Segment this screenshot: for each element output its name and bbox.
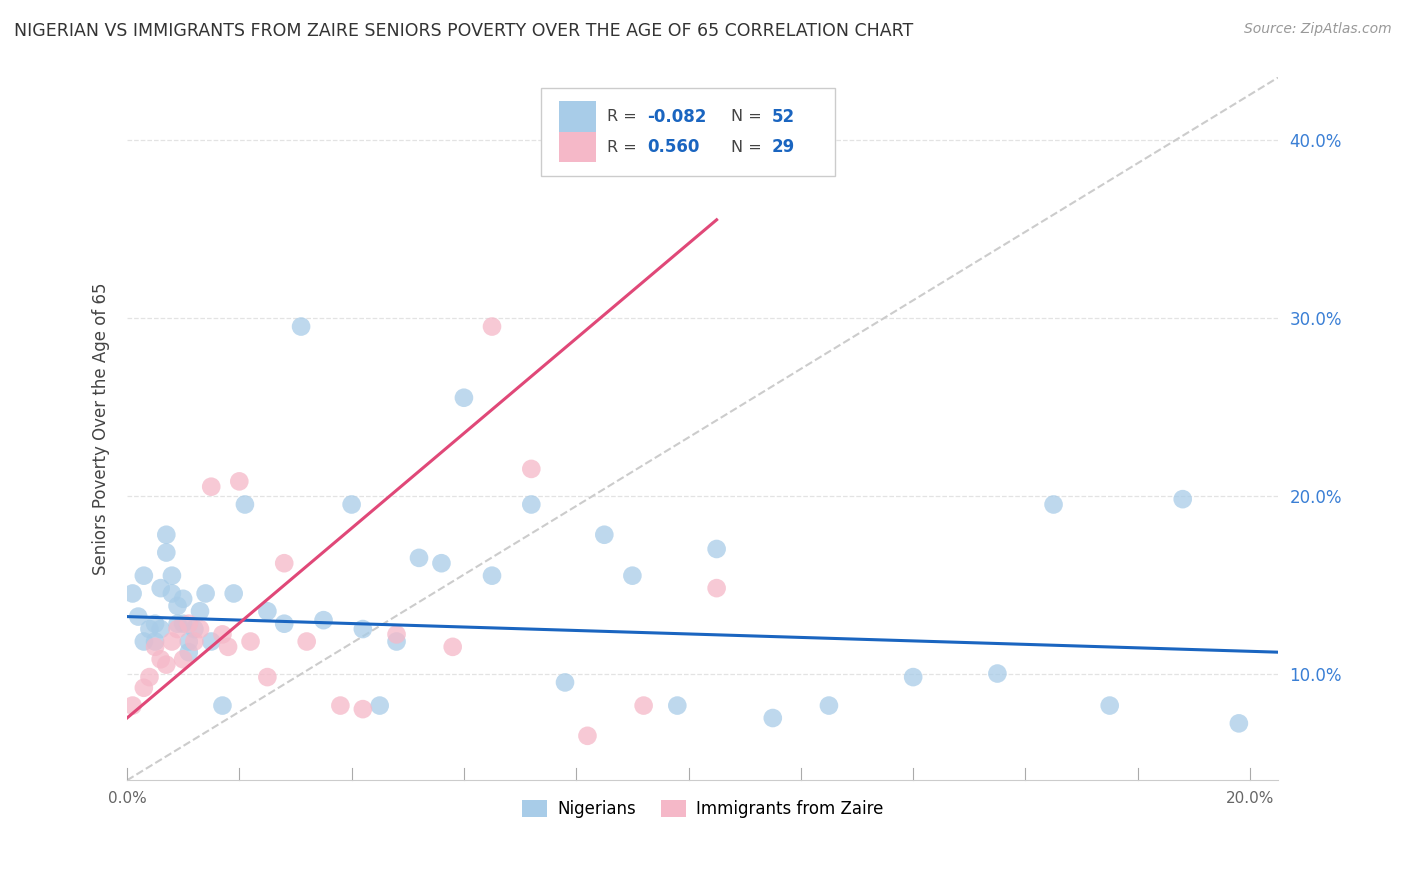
Point bbox=[453, 391, 475, 405]
Point bbox=[132, 634, 155, 648]
Text: NIGERIAN VS IMMIGRANTS FROM ZAIRE SENIORS POVERTY OVER THE AGE OF 65 CORRELATION: NIGERIAN VS IMMIGRANTS FROM ZAIRE SENIOR… bbox=[14, 22, 914, 40]
FancyBboxPatch shape bbox=[558, 102, 596, 132]
Text: 52: 52 bbox=[772, 108, 794, 126]
Point bbox=[273, 616, 295, 631]
Point bbox=[1098, 698, 1121, 713]
Text: N =: N = bbox=[731, 110, 768, 124]
Point bbox=[132, 568, 155, 582]
Text: Source: ZipAtlas.com: Source: ZipAtlas.com bbox=[1244, 22, 1392, 37]
Point bbox=[352, 702, 374, 716]
Point bbox=[593, 527, 616, 541]
Point bbox=[762, 711, 785, 725]
Point bbox=[132, 681, 155, 695]
Point bbox=[155, 545, 177, 559]
Point bbox=[368, 698, 391, 713]
Point bbox=[172, 591, 194, 606]
Point bbox=[160, 634, 183, 648]
Point bbox=[155, 657, 177, 672]
Point bbox=[127, 609, 149, 624]
Point bbox=[290, 319, 312, 334]
Point bbox=[121, 698, 143, 713]
Point bbox=[166, 599, 188, 613]
Point bbox=[121, 586, 143, 600]
Legend: Nigerians, Immigrants from Zaire: Nigerians, Immigrants from Zaire bbox=[516, 793, 890, 825]
Point bbox=[228, 475, 250, 489]
Point bbox=[177, 634, 200, 648]
Point bbox=[430, 556, 453, 570]
Point bbox=[217, 640, 239, 654]
Point bbox=[385, 627, 408, 641]
Point bbox=[188, 604, 211, 618]
Text: R =: R = bbox=[607, 110, 643, 124]
Point bbox=[160, 586, 183, 600]
Text: 0.560: 0.560 bbox=[647, 138, 700, 156]
Point bbox=[172, 616, 194, 631]
Text: N =: N = bbox=[731, 139, 768, 154]
Point bbox=[818, 698, 841, 713]
Point bbox=[520, 462, 543, 476]
FancyBboxPatch shape bbox=[558, 131, 596, 162]
Point bbox=[256, 670, 278, 684]
Point bbox=[295, 634, 318, 648]
Point bbox=[520, 498, 543, 512]
Point bbox=[706, 541, 728, 556]
Point bbox=[143, 616, 166, 631]
Point bbox=[211, 627, 233, 641]
Point bbox=[143, 634, 166, 648]
Text: 29: 29 bbox=[772, 138, 794, 156]
Point bbox=[666, 698, 689, 713]
Point bbox=[273, 556, 295, 570]
Point bbox=[481, 568, 503, 582]
Point bbox=[340, 498, 363, 512]
Text: R =: R = bbox=[607, 139, 647, 154]
Point bbox=[149, 622, 172, 636]
Point bbox=[1171, 492, 1194, 507]
Point bbox=[177, 616, 200, 631]
Point bbox=[155, 527, 177, 541]
Point bbox=[239, 634, 262, 648]
Point bbox=[408, 550, 430, 565]
Point bbox=[352, 622, 374, 636]
Point bbox=[312, 613, 335, 627]
Point bbox=[149, 581, 172, 595]
Point bbox=[233, 498, 256, 512]
Y-axis label: Seniors Poverty Over the Age of 65: Seniors Poverty Over the Age of 65 bbox=[93, 283, 110, 575]
Point bbox=[441, 640, 464, 654]
Point bbox=[138, 622, 160, 636]
Point bbox=[188, 622, 211, 636]
Point bbox=[143, 640, 166, 654]
Point bbox=[706, 581, 728, 595]
Point bbox=[222, 586, 245, 600]
Point bbox=[329, 698, 352, 713]
FancyBboxPatch shape bbox=[541, 88, 835, 176]
Point bbox=[621, 568, 644, 582]
Point bbox=[986, 666, 1008, 681]
Text: -0.082: -0.082 bbox=[647, 108, 707, 126]
Point bbox=[200, 480, 222, 494]
Point bbox=[576, 729, 599, 743]
Point bbox=[183, 634, 205, 648]
Point bbox=[160, 568, 183, 582]
Point bbox=[256, 604, 278, 618]
Point bbox=[177, 645, 200, 659]
Point bbox=[166, 616, 188, 631]
Point bbox=[200, 634, 222, 648]
Point bbox=[901, 670, 924, 684]
Point bbox=[481, 319, 503, 334]
Point bbox=[1042, 498, 1064, 512]
Point bbox=[138, 670, 160, 684]
Point bbox=[194, 586, 217, 600]
Point bbox=[166, 622, 188, 636]
Point bbox=[385, 634, 408, 648]
Point bbox=[211, 698, 233, 713]
Point bbox=[554, 675, 576, 690]
Point bbox=[633, 698, 655, 713]
Point bbox=[172, 652, 194, 666]
Point bbox=[183, 622, 205, 636]
Point bbox=[149, 652, 172, 666]
Point bbox=[1227, 716, 1250, 731]
